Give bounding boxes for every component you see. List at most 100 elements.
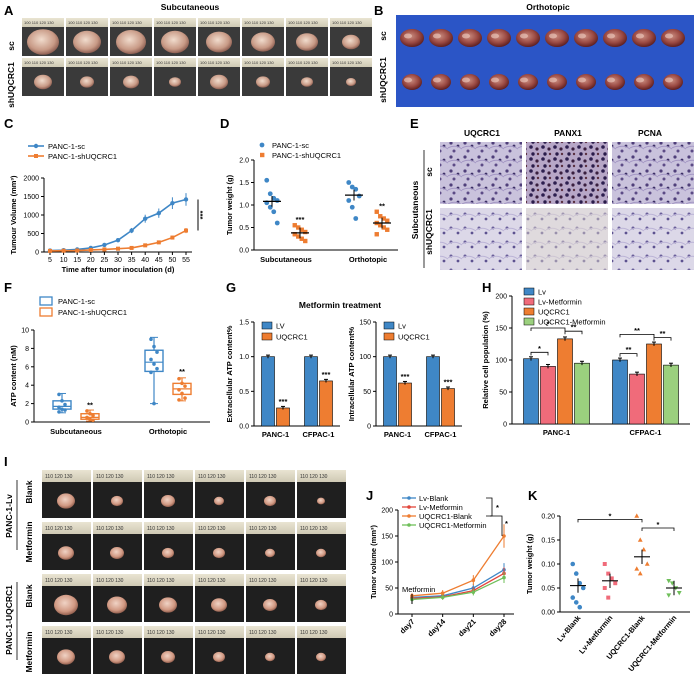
data-point bbox=[48, 248, 52, 253]
panel-b-photo bbox=[396, 15, 694, 107]
ruler-digits: 110 120 130 bbox=[198, 630, 226, 636]
tumor bbox=[402, 74, 422, 90]
data-point bbox=[177, 388, 181, 392]
ihc-sc-uqcrc1 bbox=[440, 142, 522, 204]
tumor bbox=[458, 29, 482, 47]
data-point bbox=[385, 227, 390, 232]
ruler bbox=[22, 58, 64, 67]
data-point bbox=[88, 417, 92, 422]
ruler-digits: 100 110 120 130 bbox=[112, 60, 143, 65]
sig-label: *** bbox=[296, 215, 305, 224]
sig-bracket bbox=[530, 327, 566, 331]
tumor bbox=[123, 75, 139, 89]
y-tick-label: 0.5 bbox=[239, 225, 249, 232]
y-tick-label: 200 bbox=[381, 508, 393, 515]
legend-marker bbox=[383, 321, 395, 330]
tumor bbox=[460, 74, 480, 90]
legend-label: PANC-1-sc bbox=[48, 142, 85, 151]
legend-label: UQCRC1-Metformin bbox=[419, 521, 487, 530]
ihc-sc-pcna bbox=[612, 142, 694, 204]
data-point bbox=[349, 184, 355, 190]
data-point bbox=[634, 513, 640, 518]
y-tick-label: 1.5 bbox=[239, 320, 249, 327]
data-point bbox=[349, 204, 355, 210]
data-point bbox=[580, 585, 586, 591]
data-point bbox=[573, 600, 579, 605]
tumor bbox=[57, 649, 75, 665]
legend-marker bbox=[39, 296, 53, 306]
legend-marker bbox=[261, 321, 273, 330]
data-point bbox=[170, 235, 175, 240]
y-tick-label: 0.00 bbox=[541, 610, 555, 617]
ruler bbox=[66, 58, 108, 67]
x-tick-label: PANC-1 bbox=[384, 430, 411, 439]
legend-marker bbox=[407, 514, 411, 518]
tumor bbox=[206, 31, 232, 53]
data-point bbox=[666, 579, 672, 584]
data-point bbox=[116, 246, 120, 251]
data-point bbox=[129, 228, 134, 233]
legend-label: LV bbox=[276, 322, 285, 331]
legend-marker bbox=[523, 317, 535, 326]
y-tick-label: 50 bbox=[499, 390, 507, 397]
tumor-highlight bbox=[636, 77, 644, 83]
bar bbox=[426, 356, 440, 427]
ruler-digits: 100 110 120 130 bbox=[288, 60, 319, 65]
sig-label: * bbox=[547, 320, 550, 329]
data-point bbox=[577, 604, 583, 610]
panel-b-title: Orthotopic bbox=[526, 2, 570, 12]
legend-label: Lv bbox=[398, 322, 406, 331]
bar bbox=[304, 356, 318, 427]
panel-g-label: G bbox=[226, 280, 236, 295]
data-point bbox=[264, 177, 270, 183]
ruler bbox=[144, 626, 193, 638]
data-point bbox=[502, 534, 506, 538]
data-point bbox=[267, 204, 273, 210]
data-point bbox=[91, 413, 95, 418]
ruler-digits: 110 120 130 bbox=[198, 526, 226, 532]
y-tick-label: 0.10 bbox=[541, 562, 555, 569]
ruler bbox=[195, 470, 244, 482]
ruler-digits: 110 120 130 bbox=[96, 578, 124, 584]
ruler bbox=[144, 574, 193, 586]
legend-label: UQCRC1 bbox=[538, 308, 570, 317]
panel-i-group-1: PANC-1-Lv bbox=[4, 494, 14, 538]
ruler-digits: 100 110 120 130 bbox=[244, 20, 275, 25]
tumor bbox=[107, 596, 127, 614]
data-point bbox=[346, 180, 352, 185]
y-tick-label: 200 bbox=[495, 294, 507, 301]
legend-label: Lv-Blank bbox=[419, 494, 448, 503]
legend-marker bbox=[383, 332, 395, 341]
y-tick-label: 0.0 bbox=[239, 424, 249, 431]
legend-label: PANC-1-shUQCRC1 bbox=[48, 152, 117, 161]
tumor bbox=[603, 29, 627, 47]
data-point bbox=[440, 591, 445, 595]
data-point bbox=[102, 242, 107, 248]
x-tick-label: Subcutaneous bbox=[50, 427, 102, 436]
ruler-digits: 110 120 130 bbox=[96, 526, 124, 532]
ruler bbox=[297, 470, 346, 482]
panel-f-label: F bbox=[4, 280, 12, 295]
ruler-digits: 110 120 130 bbox=[45, 526, 73, 532]
tumor bbox=[169, 77, 181, 87]
tumor bbox=[547, 74, 567, 90]
legend-marker bbox=[260, 152, 265, 158]
y-tick-label: 4 bbox=[25, 383, 29, 390]
sig-label: ** bbox=[571, 323, 577, 332]
panel-k: K 0.00 0.05 0.10 0.15 0.20 Tumor weight (g) Lv… bbox=[525, 488, 690, 673]
legend-label: PANC-1-shUQCRC1 bbox=[272, 151, 341, 160]
tumor bbox=[316, 652, 326, 662]
ruler-digits: 110 120 130 bbox=[147, 630, 175, 636]
sig-label: *** bbox=[198, 211, 207, 220]
panel-g-title: Metformin treatment bbox=[299, 300, 381, 310]
panel-e: E UQCRC1 PANX1 PCNA Subcutaneous sc shUQ… bbox=[410, 116, 694, 270]
legend-label: PANC-1-sc bbox=[272, 141, 309, 150]
y-tick-label: 100 bbox=[495, 358, 507, 365]
ruler-digits: 100 110 120 130 bbox=[112, 20, 143, 25]
ruler bbox=[22, 18, 64, 27]
panel-c-label: C bbox=[4, 116, 14, 131]
data-point bbox=[641, 547, 647, 552]
data-point bbox=[292, 232, 297, 237]
y-tick-label: 2000 bbox=[23, 176, 39, 183]
